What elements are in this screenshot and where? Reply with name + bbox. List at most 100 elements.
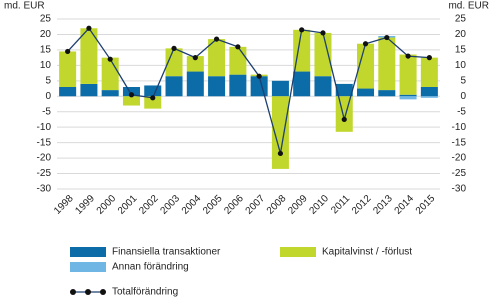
total-line [67,27,430,154]
y-tick-label: -30 [37,184,52,195]
x-tick-label: 2006 [222,193,246,217]
bar-segment [229,74,247,97]
bar-segment [250,76,268,97]
bar-segment [208,39,226,77]
x-tick-label: 2011 [329,193,352,216]
x-tick-label: 2014 [393,193,417,217]
bar-segment [399,94,417,97]
legend-dot [85,289,91,295]
bar-segment [101,57,119,91]
x-tick-label: 2015 [414,193,438,217]
y-tick-label: 25 [40,14,52,25]
y2-tick-label: 15 [455,45,467,56]
y2-tick-label: 0 [460,91,466,102]
x-tick-label: 1998 [52,193,76,217]
x-tick-label: 2003 [159,193,183,217]
y2-tick-label: -5 [457,106,466,117]
total-point [341,116,347,123]
bar-segment [229,46,247,75]
total-point [192,55,198,61]
x-tick-label: 2005 [201,193,225,217]
bar-segment [59,87,77,97]
y2-tick-label: -30 [452,184,467,195]
total-point [150,95,156,101]
bar-segment [378,90,396,97]
bar-segment [335,96,353,132]
bar-segment [101,90,119,97]
total-point [362,41,369,47]
bar-segment [378,37,396,91]
bar-segment [399,96,417,100]
legend-label: Annan förändring [112,262,189,273]
bar-segment [271,80,289,97]
legend-swatch [280,247,316,257]
x-tick-label: 2002 [137,193,161,217]
x-tick-label: 2001 [116,193,140,217]
bar-segment [144,85,162,97]
y-tick-label: -15 [37,137,52,148]
y2-axis-label: md. EUR [448,1,489,12]
total-point [320,30,326,36]
bar-segment [80,83,98,97]
y2-tick-label: 10 [455,60,467,71]
bar-segment [399,54,417,95]
bar-segment [59,51,77,87]
x-tick-label: 2007 [244,193,268,217]
y2-tick-label: -20 [452,153,467,164]
y2-tick-label: 20 [455,29,467,40]
bar-segment [208,76,226,97]
y2-tick-label: -25 [452,168,467,179]
bar-segment [314,32,332,77]
legend-dot [100,289,106,295]
x-tick-label: 2004 [180,193,204,217]
total-point [107,56,113,62]
y-tick-label: 0 [45,91,51,102]
x-tick-label: 2000 [95,193,119,217]
y-axis-label: md. EUR [4,1,45,12]
bar-segment [357,88,375,97]
bar-segment [357,43,375,89]
total-point [277,150,284,157]
total-point [426,55,432,61]
bar-segment [271,96,289,169]
y-tick-label: -5 [42,106,51,117]
total-point [171,45,177,51]
bar-segment [293,29,311,72]
total-point [256,73,262,79]
y2-tick-label: -15 [452,137,467,148]
total-point [128,92,135,98]
x-tick-label: 2013 [371,193,395,217]
bar-segment [293,71,311,97]
legend-swatch [70,247,106,257]
bar-segment [314,76,332,97]
total-point [384,34,390,41]
x-tick-label: 2012 [350,193,374,217]
legend-swatch [70,262,106,272]
y-tick-label: -20 [37,153,52,164]
bar-segment [335,83,353,97]
x-tick-label: 2008 [265,193,289,217]
total-point [235,44,241,50]
bar-segment [186,71,204,97]
legend-label: Finansiella transaktioner [112,247,221,258]
bar-segment [80,28,98,84]
y2-tick-label: -10 [452,122,467,133]
bar-segment [420,87,438,97]
x-tick-label: 2010 [307,193,331,217]
bar-segment [165,76,183,97]
total-point [65,48,71,55]
x-tick-label: 2009 [286,193,310,217]
x-tick-label: 1999 [73,193,97,217]
total-point [86,25,92,31]
bar-segment [122,96,140,106]
legend-label: Totalförändring [112,287,178,298]
bar-segment [420,57,438,87]
y-tick-label: 10 [40,60,52,71]
bar-segment [420,96,438,98]
y2-tick-label: 5 [460,75,466,86]
total-point [213,36,220,42]
total-point [405,53,411,59]
bar-segment [165,48,183,77]
legend-label: Kapitalvinst / -förlust [322,247,412,258]
